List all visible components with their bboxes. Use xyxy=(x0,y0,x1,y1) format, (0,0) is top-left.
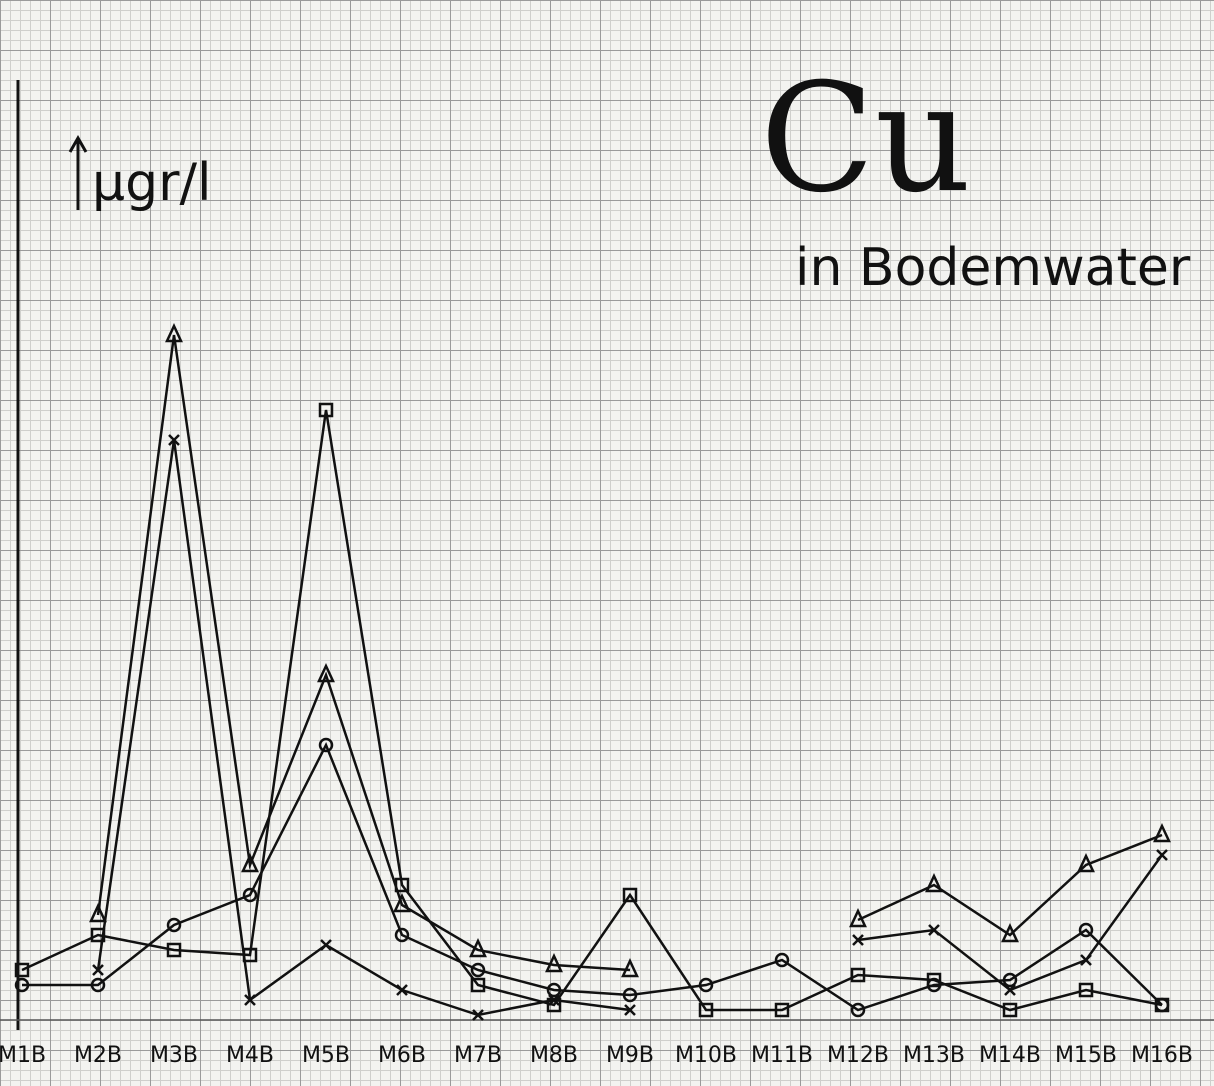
marker-triangle xyxy=(925,873,943,893)
marker-square xyxy=(394,877,410,893)
series-line xyxy=(22,741,1163,1012)
x-tick-label: M16B xyxy=(1131,1043,1193,1068)
marker-triangle xyxy=(393,893,411,913)
marker-circle xyxy=(774,952,790,968)
marker-circle xyxy=(546,982,562,998)
marker-circle xyxy=(850,1002,866,1018)
x-tick-label: M10B xyxy=(675,1043,737,1068)
marker-square xyxy=(850,967,866,983)
marker-x xyxy=(396,984,408,996)
chart-title: Cu xyxy=(760,52,971,226)
marker-circle xyxy=(1078,922,1094,938)
x-tick-label: M6B xyxy=(378,1043,426,1068)
marker-triangle xyxy=(317,663,335,683)
marker-x xyxy=(244,994,256,1006)
x-tick-label: M7B xyxy=(454,1043,502,1068)
series-line xyxy=(96,334,1163,972)
marker-circle xyxy=(1002,972,1018,988)
marker-square xyxy=(1154,997,1170,1013)
marker-circle xyxy=(90,977,106,993)
x-tick-label: M12B xyxy=(827,1043,889,1068)
marker-circle xyxy=(470,962,486,978)
marker-circle xyxy=(622,987,638,1003)
marker-x xyxy=(92,964,104,976)
marker-x xyxy=(320,939,332,951)
marker-circle xyxy=(242,887,258,903)
marker-x xyxy=(168,434,180,446)
marker-square xyxy=(698,1002,714,1018)
x-tick-label: M11B xyxy=(751,1043,813,1068)
marker-square xyxy=(470,977,486,993)
marker-circle xyxy=(698,977,714,993)
marker-triangle xyxy=(849,908,867,928)
marker-square xyxy=(1002,1002,1018,1018)
marker-x xyxy=(624,1004,636,1016)
x-tick-label: M15B xyxy=(1055,1043,1117,1068)
marker-circle xyxy=(14,977,30,993)
marker-circle xyxy=(394,927,410,943)
marker-square xyxy=(14,962,30,978)
x-tick-label: M14B xyxy=(979,1043,1041,1068)
marker-square xyxy=(318,402,334,418)
marker-triangle xyxy=(241,853,259,873)
marker-square xyxy=(1078,982,1094,998)
marker-triangle xyxy=(165,323,183,343)
marker-square xyxy=(546,997,562,1013)
x-tick-label: M13B xyxy=(903,1043,965,1068)
marker-square xyxy=(166,942,182,958)
marker-x xyxy=(472,1009,484,1021)
marker-x xyxy=(852,934,864,946)
marker-square xyxy=(926,972,942,988)
x-tick-label: M2B xyxy=(74,1043,122,1068)
series-line xyxy=(21,409,1163,1012)
marker-x xyxy=(1004,984,1016,996)
x-tick-label: M1B xyxy=(0,1043,46,1068)
y-axis-label: μgr/l xyxy=(92,153,211,213)
marker-x xyxy=(928,924,940,936)
marker-x xyxy=(1156,849,1168,861)
x-tick-label: M4B xyxy=(226,1043,274,1068)
marker-square xyxy=(622,887,638,903)
marker-circle xyxy=(166,917,182,933)
marker-square xyxy=(774,1002,790,1018)
marker-triangle xyxy=(621,958,639,978)
x-tick-label: M8B xyxy=(530,1043,578,1068)
marker-triangle xyxy=(1077,853,1095,873)
axis-arrow xyxy=(68,134,88,210)
marker-x xyxy=(1080,954,1092,966)
marker-square xyxy=(242,947,258,963)
x-tick-label: M3B xyxy=(150,1043,198,1068)
marker-triangle xyxy=(1153,823,1171,843)
marker-triangle xyxy=(469,938,487,958)
marker-triangle xyxy=(545,953,563,973)
x-tick-label: M5B xyxy=(302,1043,350,1068)
marker-triangle xyxy=(1001,923,1019,943)
marker-circle xyxy=(318,737,334,753)
marker-triangle xyxy=(89,903,107,923)
chart-subtitle: in Bodemwater xyxy=(795,238,1191,298)
x-tick-label: M9B xyxy=(606,1043,654,1068)
marker-square xyxy=(90,927,106,943)
